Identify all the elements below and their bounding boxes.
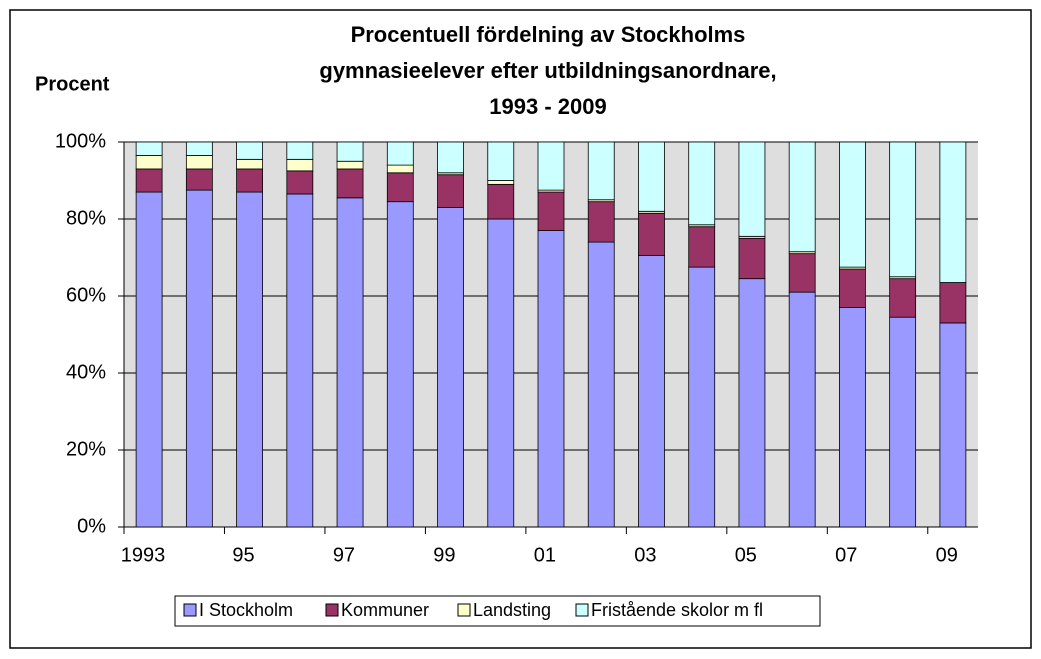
chart-title: 1993 - 2009 [489,94,606,119]
y-tick-label: 60% [66,284,106,306]
bar-segment [587,141,615,201]
bar-segment [537,191,565,231]
bar-segment [889,278,917,318]
bar-segment [788,291,816,528]
bar-segment [587,201,615,243]
bar-segment [135,191,163,528]
legend-label: I Stockholm [199,600,293,620]
bar-segment [437,174,464,208]
bar-segment [738,278,766,528]
bar-segment [839,307,866,528]
x-tick-label: 05 [735,544,757,566]
x-tick-label: 97 [333,544,355,566]
legend-label: Fristående skolor m fl [591,600,763,620]
bar-segment [788,253,816,293]
bar-segment [185,189,213,528]
bar-segment [688,141,716,226]
bar-segment [286,141,314,160]
x-tick-label: 99 [433,544,455,566]
bar-segment [386,164,414,174]
bar-segment [437,207,464,528]
bar-segment [236,191,263,528]
x-tick-label: 09 [936,544,958,566]
bar-segment [638,212,665,256]
y-axis-label: Procent [35,73,110,95]
bar-segment [688,226,716,268]
x-tick-label: 95 [232,544,254,566]
legend-swatch [457,603,471,617]
legend-swatch [325,603,339,617]
bar-segment [587,241,615,528]
bar-segment [437,141,464,174]
bar-segment [688,266,716,528]
bar-segment [638,141,665,212]
bar-segment [889,141,917,278]
bar-segment [939,282,967,324]
bar-segment [286,193,314,528]
bar-segment [889,316,917,528]
y-tick-label: 80% [66,207,106,229]
y-tick-label: 20% [66,438,106,460]
bar-segment [738,237,766,280]
bar-segment [185,155,213,170]
bar-segment [236,158,263,170]
bar-segment [487,180,515,185]
bar-segment [236,141,263,160]
bar-segment [939,322,967,528]
bar-segment [788,141,816,253]
x-tick-label: 03 [634,544,656,566]
chart-title: gymnasieelever efter utbildningsanordnar… [319,58,776,83]
bar-segment [135,155,163,170]
bar-segment [487,183,515,220]
bar-segment [135,141,163,156]
y-tick-label: 40% [66,361,106,383]
bar-segment [839,141,866,268]
bar-segment [487,218,515,528]
bar-segment [286,170,314,195]
chart-title: Procentuell fördelning av Stockholms [351,22,746,47]
bar-segment [236,168,263,193]
x-tick-label: 01 [534,544,556,566]
bar-segment [336,197,364,528]
bar-segment [386,172,414,203]
bar-segment [537,141,565,191]
bar-segment [185,168,213,191]
bar-segment [386,201,414,528]
bar-segment [185,141,213,156]
bar-segment [135,168,163,193]
y-tick-label: 100% [55,130,106,152]
x-tick-label: 07 [835,544,857,566]
bar-segment [638,255,665,528]
legend-box [174,595,821,627]
bar-segment [537,230,565,528]
bar-segment [939,141,967,283]
bar-segment [336,168,364,199]
bar-segment [336,141,364,162]
y-tick-label: 0% [77,515,106,537]
bar-segment [839,268,866,308]
bar-segment [386,141,414,166]
legend-label: Kommuner [341,600,429,620]
legend-swatch [183,603,197,617]
bar-segment [286,158,314,172]
legend-label: Landsting [473,600,551,620]
legend-swatch [575,603,589,617]
bar-segment [487,141,515,181]
bar-segment [336,160,364,170]
bar-segment [738,141,766,237]
x-tick-label: 1993 [121,544,166,566]
